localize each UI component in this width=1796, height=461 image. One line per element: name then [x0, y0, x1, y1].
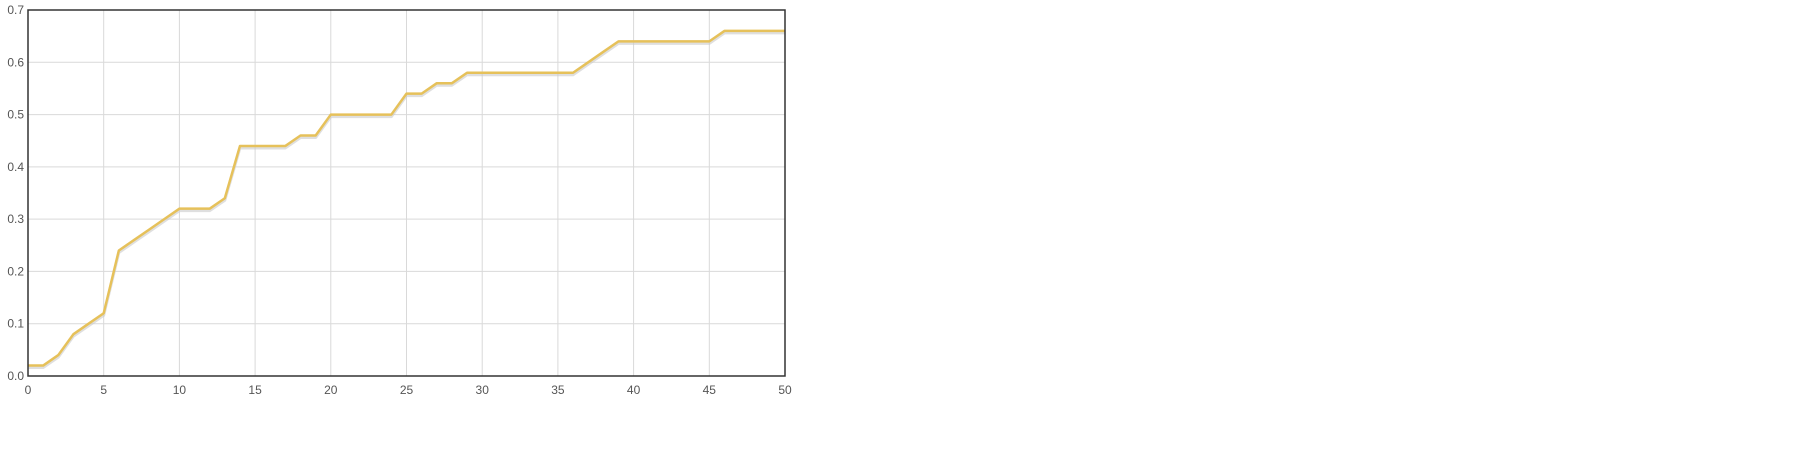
- y-tick-label: 0.2: [7, 264, 24, 278]
- y-axis-ticks: 0.0 0.1 0.2 0.3 0.4 0.5 0.6 0.7: [7, 3, 24, 383]
- y-tick-label: 0.6: [7, 55, 24, 69]
- x-tick-label: 15: [248, 383, 262, 397]
- y-tick-label: 0.4: [7, 160, 24, 174]
- grid-layer: [27, 9, 786, 377]
- x-axis-ticks: 0 5 10 15 20 25 30 35 40 45 50: [25, 383, 792, 397]
- x-tick-label: 50: [778, 383, 792, 397]
- y-tick-label: 0.0: [7, 369, 24, 383]
- x-tick-label: 35: [551, 383, 565, 397]
- series-layer: [28, 29, 785, 367]
- y-tick-label: 0.5: [7, 108, 24, 122]
- x-tick-label: 45: [703, 383, 717, 397]
- x-tick-label: 25: [400, 383, 414, 397]
- y-tick-label: 0.3: [7, 212, 24, 226]
- plot-frame: [27, 9, 786, 377]
- x-tick-label: 20: [324, 383, 338, 397]
- y-tick-label: 0.1: [7, 317, 24, 331]
- plot-frame-layer: [27, 9, 786, 377]
- x-tick-label: 40: [627, 383, 641, 397]
- series-line: [28, 29, 785, 367]
- y-tick-label: 0.7: [7, 3, 24, 17]
- x-tick-label: 30: [476, 383, 490, 397]
- x-tick-label: 10: [173, 383, 187, 397]
- x-tick-label: 5: [100, 383, 107, 397]
- x-tick-label: 0: [25, 383, 32, 397]
